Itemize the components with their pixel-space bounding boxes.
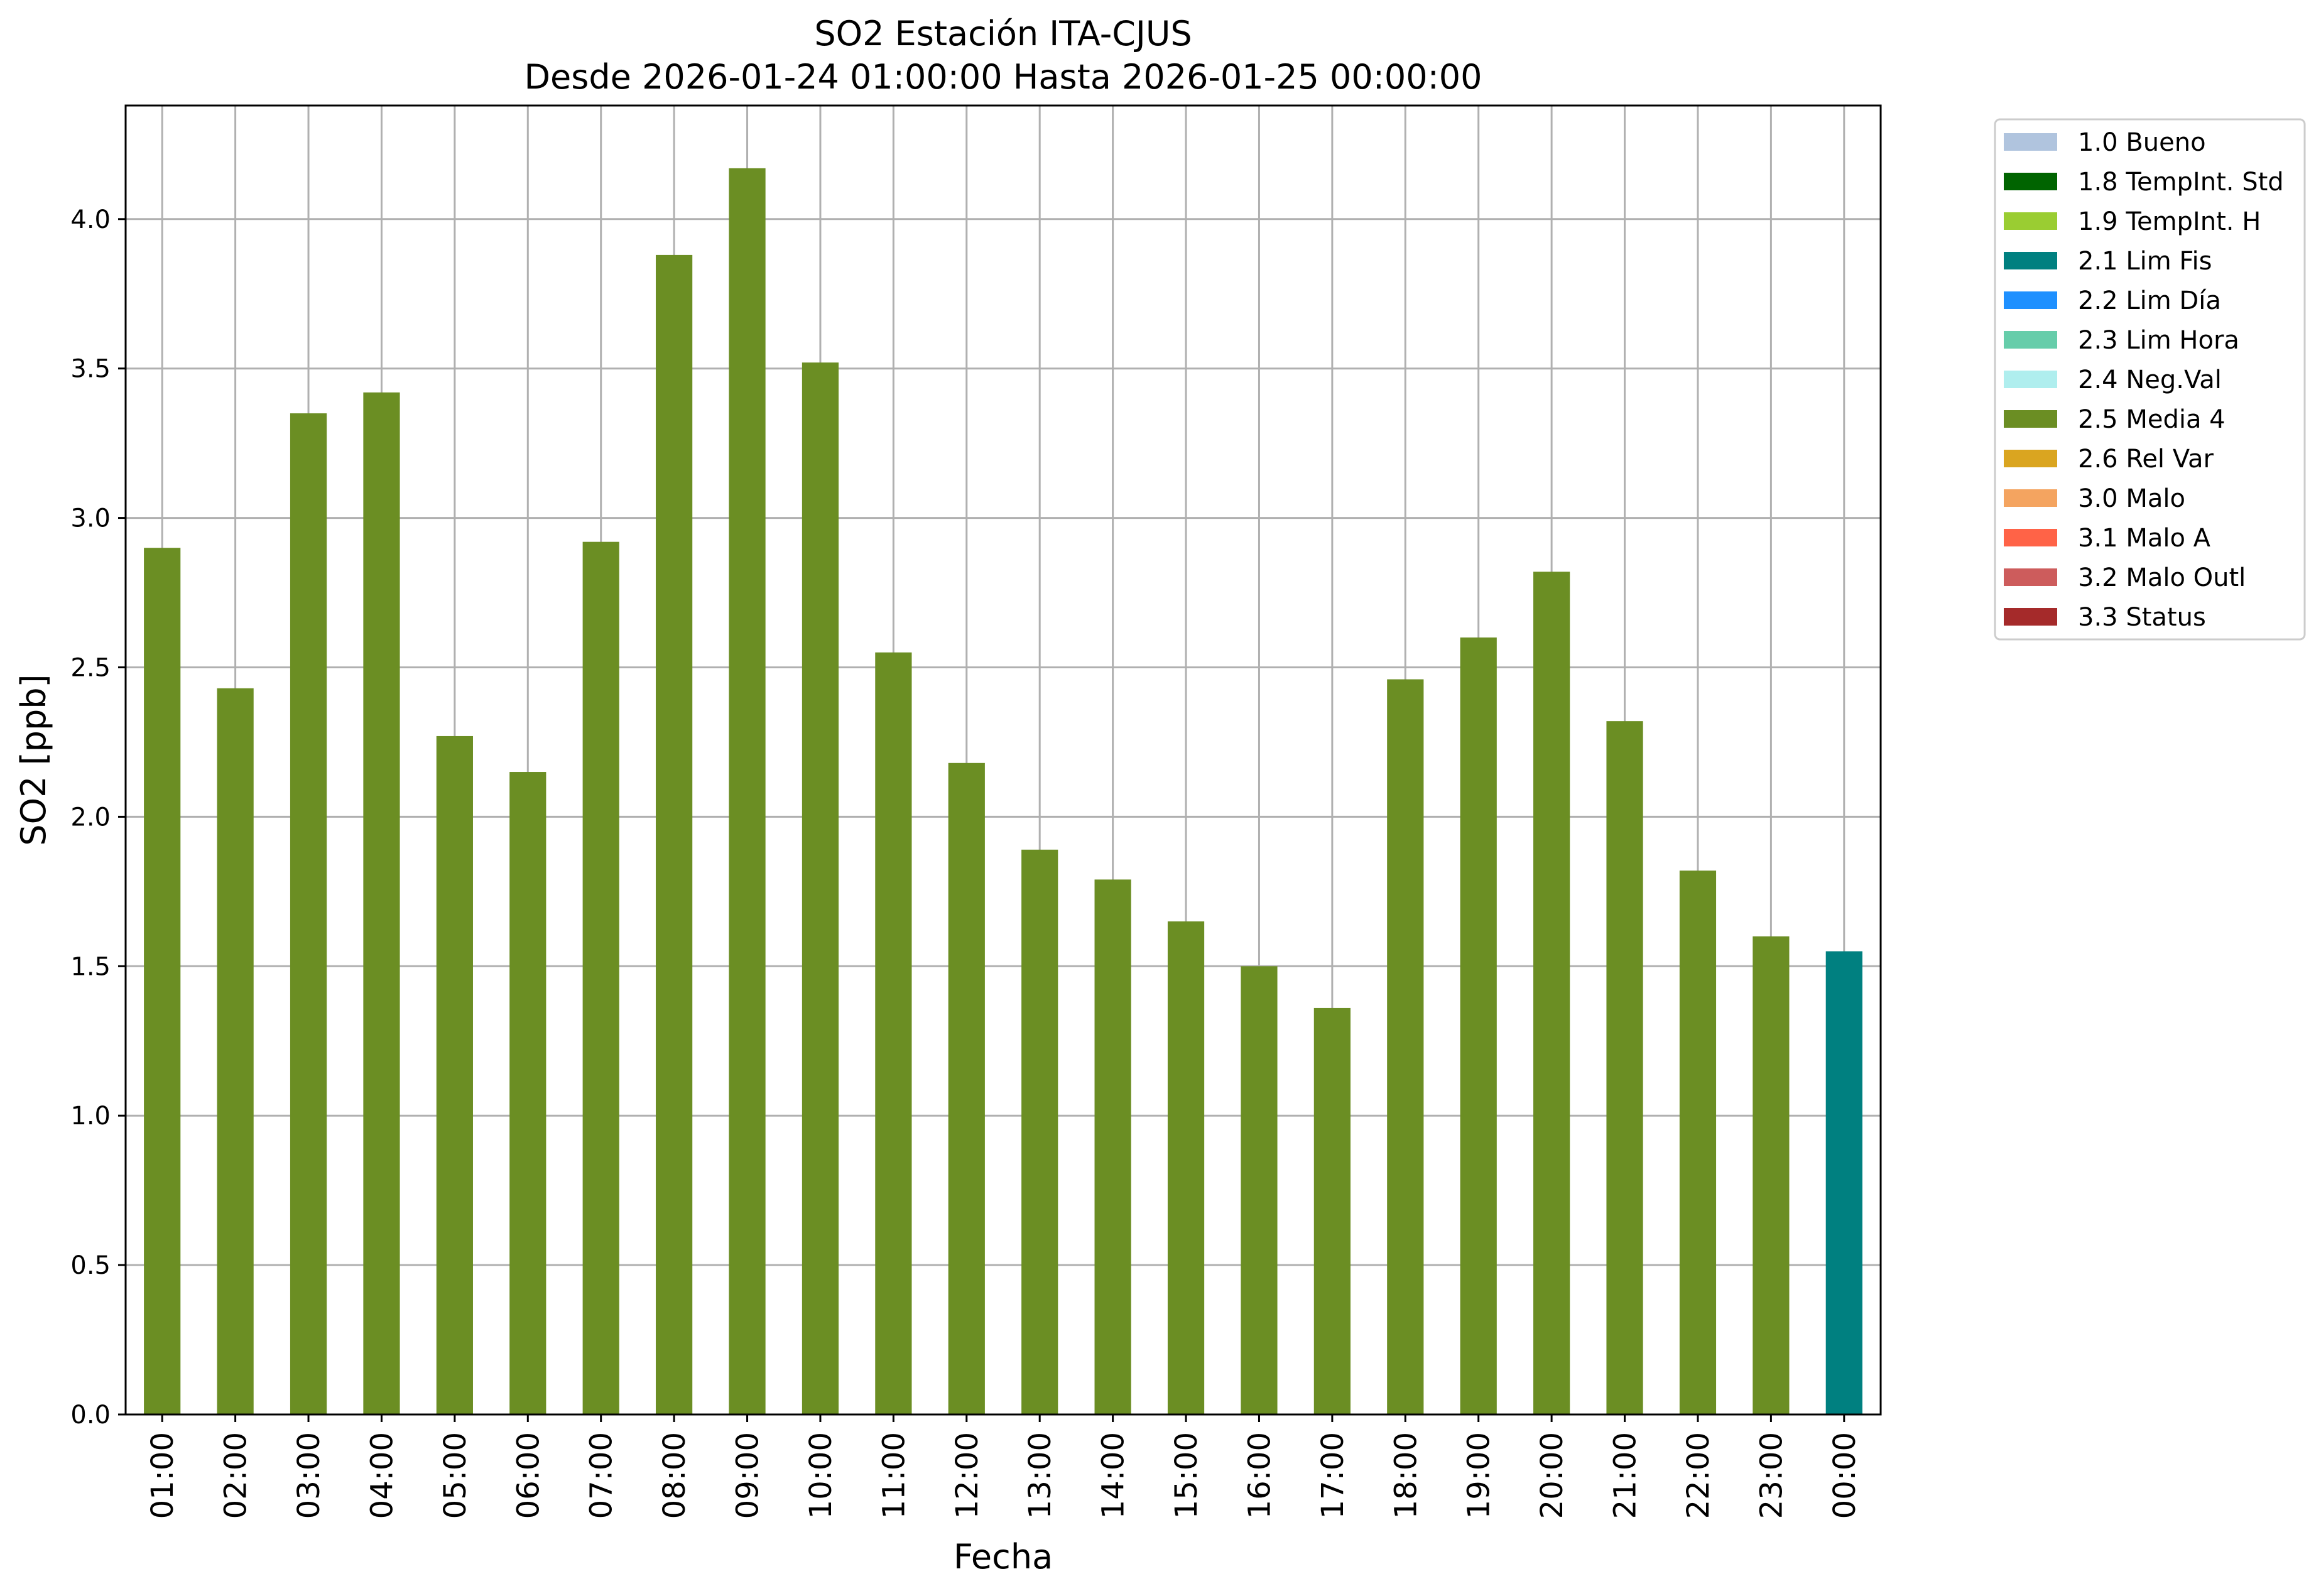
legend-swatch [2004,133,2057,151]
bar-1100 [875,652,912,1414]
legend-swatch [2004,291,2057,309]
legend-label: 3.2 Malo Outl [2078,563,2246,592]
bar-0300 [290,413,327,1415]
bar-0000 [1825,951,1862,1414]
bar-0400 [363,392,400,1415]
legend-label: 2.3 Lim Hora [2078,326,2239,355]
legend-swatch [2004,410,2057,428]
x-tick-label: 22:00 [1681,1432,1716,1519]
x-tick-label: 06:00 [511,1432,546,1519]
x-tick-label: 15:00 [1169,1432,1204,1519]
y-tick-label: 2.5 [70,654,111,683]
legend-swatch [2004,371,2057,388]
y-tick-label: 3.0 [70,504,111,533]
x-axis-label: Fecha [954,1537,1053,1577]
legend-swatch [2004,608,2057,626]
legend-label: 1.0 Bueno [2078,128,2206,157]
legend-label: 3.0 Malo [2078,484,2185,513]
x-tick-label: 01:00 [145,1432,180,1519]
y-tick-label: 0.5 [70,1251,111,1280]
y-axis-label: SO2 [ppb] [14,674,53,845]
legend-swatch [2004,331,2057,349]
legend-label: 3.1 Malo A [2078,524,2211,553]
bar-0900 [729,168,766,1414]
y-tick-label: 1.5 [70,952,111,981]
x-tick-label: 21:00 [1608,1432,1643,1519]
legend-frame [1994,118,2306,641]
x-tick-label: 00:00 [1827,1432,1862,1519]
bars-layer [144,168,1862,1415]
bar-2200 [1679,871,1717,1414]
legend-label: 2.5 Media 4 [2078,405,2226,434]
legend-swatch [2004,173,2057,190]
legend-label: 1.9 TempInt. H [2078,207,2261,236]
bar-0700 [582,541,619,1414]
x-axis: 01:00 02:00 03:00 04:00 05:00 06:00 07:00 08:00… [145,1414,1862,1519]
x-tick-label: 13:00 [1023,1432,1058,1519]
bar-2100 [1606,721,1643,1414]
bar-1400 [1094,879,1131,1414]
legend-swatch [2004,212,2057,230]
x-tick-label: 09:00 [731,1432,766,1519]
x-tick-label: 23:00 [1754,1432,1789,1519]
y-tick-label: 2.0 [70,803,111,832]
x-tick-label: 03:00 [291,1432,327,1519]
legend-label: 1.8 TempInt. Std [2078,168,2284,197]
legend-swatch [2004,529,2057,546]
bar-1600 [1241,966,1278,1414]
bar-2300 [1753,936,1790,1414]
bar-1500 [1167,921,1205,1414]
x-tick-label: 05:00 [438,1432,473,1519]
x-tick-label: 16:00 [1242,1432,1277,1519]
x-tick-label: 02:00 [219,1432,254,1519]
y-axis: 0.0 0.5 1.0 1.5 2.0 2.5 3.0 3.5 4.0 [70,205,126,1430]
legend-label: 2.1 Lim Fis [2078,247,2212,276]
x-tick-label: 04:00 [364,1432,400,1519]
legend-swatch [2004,252,2057,269]
bar-0200 [217,688,254,1414]
plot-frame [124,104,1882,1416]
x-tick-label: 10:00 [803,1432,839,1519]
bar-1300 [1021,849,1058,1414]
legend-swatch [2004,568,2057,586]
legend: 1.0 Bueno 1.8 TempInt. Std 1.9 TempInt. H 2… [1994,118,2306,641]
x-tick-label: 17:00 [1315,1432,1351,1519]
bar-2000 [1533,572,1570,1414]
legend-swatch [2004,489,2057,507]
legend-label: 2.2 Lim Día [2078,286,2221,315]
x-tick-label: 11:00 [876,1432,911,1519]
x-tick-label: 12:00 [950,1432,985,1519]
bar-0800 [656,254,693,1414]
legend-label: 3.3 Status [2078,603,2206,632]
x-tick-label: 18:00 [1388,1432,1423,1519]
chart-subtitle: Desde 2026-01-24 01:00:00 Hasta 2026-01-… [524,57,1482,97]
y-tick-label: 4.0 [70,205,111,234]
x-tick-label: 19:00 [1462,1432,1497,1519]
y-tick-label: 0.0 [70,1401,111,1430]
bar-1700 [1313,1007,1351,1414]
bar-1200 [948,763,985,1414]
y-tick-label: 3.5 [70,355,111,384]
bar-1800 [1387,679,1424,1414]
legend-label: 2.4 Neg.Val [2078,366,2222,394]
bar-1000 [802,362,839,1414]
legend-label: 2.6 Rel Var [2078,445,2214,474]
bar-0100 [144,548,181,1415]
x-tick-label: 20:00 [1535,1432,1570,1519]
x-tick-label: 07:00 [584,1432,619,1519]
x-tick-label: 14:00 [1096,1432,1131,1519]
legend-swatch [2004,450,2057,467]
chart-title: SO2 Estación ITA-CJUS [814,14,1192,53]
bar-0500 [436,736,473,1414]
x-tick-label: 08:00 [657,1432,692,1519]
y-tick-label: 1.0 [70,1102,111,1131]
bar-1900 [1460,637,1497,1414]
bar-0600 [509,772,546,1414]
